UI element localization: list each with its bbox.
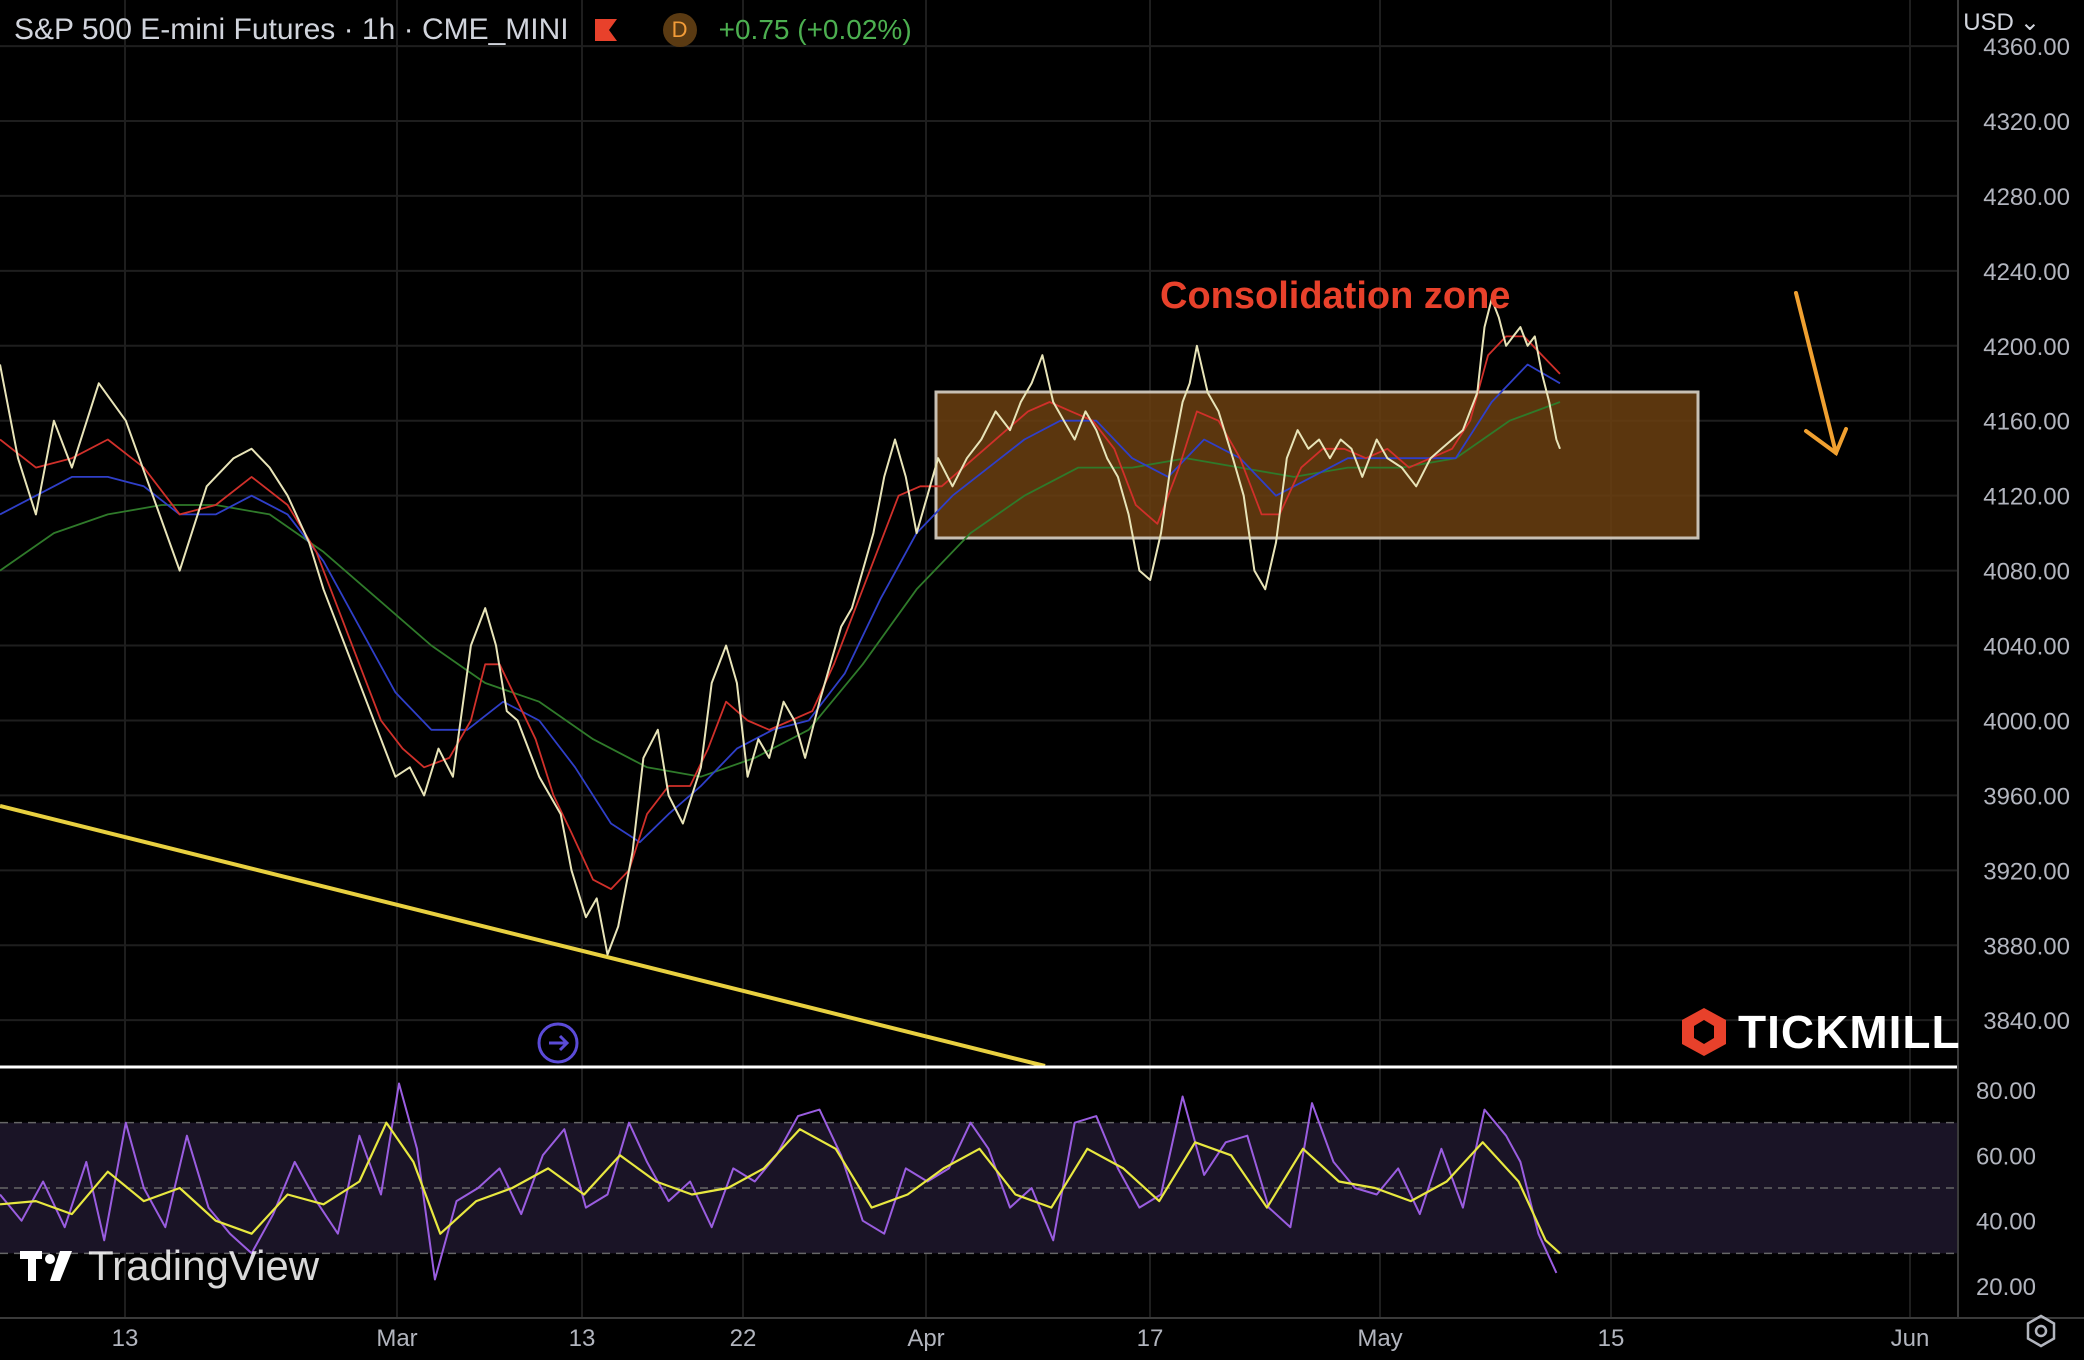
time-tick-label: 17 (1137, 1325, 1164, 1352)
gridlines (0, 0, 1958, 1318)
price-tick-label: 4000.00 (1983, 708, 2070, 735)
tradingview-logo: TradingView (20, 1242, 319, 1290)
time-tick-label: 15 (1598, 1325, 1625, 1352)
time-tick-label: Apr (907, 1325, 944, 1352)
price-tick-label: 4080.00 (1983, 559, 2070, 586)
tradingview-wordmark: TradingView (88, 1242, 320, 1289)
price-tick-label: 3960.00 (1983, 783, 2070, 810)
price-tick-label: 3840.00 (1983, 1008, 2070, 1035)
tickmill-hex-icon (1682, 1008, 1726, 1056)
price-tick-label: 4160.00 (1983, 409, 2070, 436)
price-tick-label: 4120.00 (1983, 484, 2070, 511)
chevron-down-icon: ⌄ (2019, 9, 2040, 36)
rsi-ma-series[interactable] (0, 1121, 1561, 1255)
rsi-levels (0, 1121, 1958, 1255)
price-tick-label: 4280.00 (1983, 184, 2070, 211)
price-tick-label: 3920.00 (1983, 858, 2070, 885)
symbol-title[interactable]: S&P 500 E-mini Futures · 1h · CME_MINI (14, 13, 569, 46)
price-tick-label: 4360.00 (1983, 34, 2070, 61)
time-axis[interactable]: 13 Mar 13 22 Apr 17 May 15 Jun (112, 1325, 1930, 1352)
price-tick-label: 4040.00 (1983, 634, 2070, 661)
tickmill-wordmark: TICKMILL (1738, 1006, 1961, 1058)
price-tick-label: 3880.00 (1983, 933, 2070, 960)
time-tick-label: Mar (376, 1325, 417, 1352)
time-tick-label: 13 (112, 1325, 139, 1352)
currency-selector[interactable]: USD ⌄ (1963, 8, 2040, 37)
tickmill-logo: TICKMILL (1680, 1005, 1961, 1059)
rsi-tick-label: 80.00 (1976, 1078, 2036, 1105)
time-tick-label: Jun (1891, 1325, 1930, 1352)
rsi-axis[interactable]: 80.00 60.00 40.00 20.00 (1976, 1078, 2036, 1301)
flag-icon[interactable] (593, 17, 619, 43)
price-tick-label: 4320.00 (1983, 109, 2070, 136)
ema-mid-series[interactable] (0, 363, 1561, 844)
price-series[interactable] (0, 298, 1561, 956)
rsi-tick-label: 60.00 (1976, 1143, 2036, 1170)
consolidation-zone[interactable] (934, 390, 1700, 540)
trendline[interactable] (0, 804, 1046, 1066)
time-tick-label: May (1357, 1325, 1402, 1352)
rsi-tick-label: 40.00 (1976, 1209, 2036, 1236)
tradingview-icon (20, 1251, 72, 1281)
ema-fast-series[interactable] (0, 335, 1561, 890)
delayed-badge[interactable]: D (662, 13, 697, 47)
currency-label: USD (1963, 8, 2014, 36)
price-change: +0.75 (+0.02%) (718, 14, 912, 45)
ema-slow-series[interactable] (0, 401, 1561, 778)
rsi-tick-label: 20.00 (1976, 1274, 2036, 1301)
rsi-band (0, 1122, 1958, 1254)
down-arrow-icon (1794, 291, 1848, 457)
settings-gear-icon[interactable] (2024, 1314, 2058, 1348)
time-tick-label: 13 (569, 1325, 596, 1352)
time-tick-label: 22 (730, 1325, 757, 1352)
price-tick-label: 4200.00 (1983, 334, 2070, 361)
annotation-consolidation-zone: Consolidation zone (1160, 275, 1510, 317)
price-tick-label: 4240.00 (1983, 259, 2070, 286)
replay-icon[interactable] (537, 1022, 579, 1064)
symbol-header[interactable]: S&P 500 E-mini Futures · 1h · CME_MINI D… (14, 8, 912, 52)
price-axis[interactable]: 4360.00 4320.00 4280.00 4240.00 4200.00 4160.… (1983, 34, 2070, 1035)
